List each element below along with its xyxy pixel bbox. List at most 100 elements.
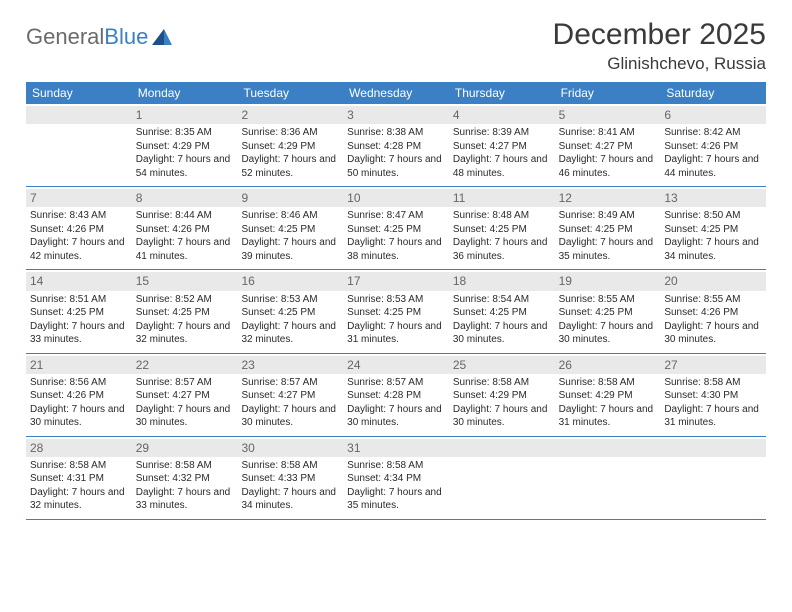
title-block: December 2025 Glinishchevo, Russia (553, 18, 766, 74)
day-cell: 9 Sunrise: 8:46 AMSunset: 4:25 PMDaylight… (237, 187, 343, 269)
day-cell: 23Sunrise: 8:57 AMSunset: 4:27 PMDayligh… (237, 354, 343, 436)
brand-name-b: Blue (104, 24, 148, 49)
day-details: Sunrise: 8:39 AMSunset: 4:27 PMDaylight:… (453, 126, 551, 180)
day-cell: 12 Sunrise: 8:49 AMSunset: 4:25 PMDayligh… (555, 187, 661, 269)
day-cell: 13 Sunrise: 8:50 AMSunset: 4:25 PMDayligh… (660, 187, 766, 269)
weekday-cell: Tuesday (237, 82, 343, 104)
day-cell: 4 Sunrise: 8:39 AMSunset: 4:27 PMDaylight… (449, 104, 555, 186)
location-subtitle: Glinishchevo, Russia (553, 54, 766, 74)
day-details: Sunrise: 8:52 AMSunset: 4:25 PMDaylight:… (136, 293, 234, 347)
weekday-cell: Thursday (449, 82, 555, 104)
day-details: Sunrise: 8:36 AMSunset: 4:29 PMDaylight:… (241, 126, 339, 180)
week-row: 7Sunrise: 8:43 AMSunset: 4:26 PMDaylight… (26, 187, 766, 270)
day-number: 4 (449, 106, 555, 124)
day-number-empty (26, 106, 132, 124)
day-number-empty (660, 439, 766, 457)
brand-triangle-icon (152, 29, 172, 45)
day-details: Sunrise: 8:42 AMSunset: 4:26 PMDaylight:… (664, 126, 762, 180)
day-number: 24 (343, 356, 449, 374)
calendar: SundayMondayTuesdayWednesdayThursdayFrid… (26, 82, 766, 520)
day-details: Sunrise: 8:41 AMSunset: 4:27 PMDaylight:… (559, 126, 657, 180)
day-details: Sunrise: 8:50 AMSunset: 4:25 PMDaylight:… (664, 209, 762, 263)
day-cell: 16Sunrise: 8:53 AMSunset: 4:25 PMDayligh… (237, 270, 343, 352)
day-details: Sunrise: 8:58 AMSunset: 4:32 PMDaylight:… (136, 459, 234, 513)
day-number: 23 (237, 356, 343, 374)
day-details: Sunrise: 8:54 AMSunset: 4:25 PMDaylight:… (453, 293, 551, 347)
day-cell: 5Sunrise: 8:41 AMSunset: 4:27 PMDaylight… (555, 104, 661, 186)
week-row: 14 Sunrise: 8:51 AMSunset: 4:25 PMDayligh… (26, 270, 766, 353)
day-number: 1 (132, 106, 238, 124)
day-number: 25 (449, 356, 555, 374)
day-number: 2 (237, 106, 343, 124)
day-details: Sunrise: 8:38 AMSunset: 4:28 PMDaylight:… (347, 126, 445, 180)
day-cell (449, 437, 555, 519)
day-details: Sunrise: 8:58 AMSunset: 4:33 PMDaylight:… (241, 459, 339, 513)
day-details: Sunrise: 8:57 AMSunset: 4:27 PMDaylight:… (136, 376, 234, 430)
weekday-cell: Wednesday (343, 82, 449, 104)
day-details: Sunrise: 8:44 AMSunset: 4:26 PMDaylight:… (136, 209, 234, 263)
week-row: 1 Sunrise: 8:35 AMSunset: 4:29 PMDaylight… (26, 104, 766, 187)
day-number: 8 (132, 189, 238, 207)
day-number: 12 (555, 189, 661, 207)
day-cell: 28Sunrise: 8:58 AMSunset: 4:31 PMDayligh… (26, 437, 132, 519)
day-details: Sunrise: 8:58 AMSunset: 4:29 PMDaylight:… (559, 376, 657, 430)
day-details: Sunrise: 8:57 AMSunset: 4:28 PMDaylight:… (347, 376, 445, 430)
brand-name: GeneralBlue (26, 24, 148, 50)
day-number: 29 (132, 439, 238, 457)
day-details: Sunrise: 8:53 AMSunset: 4:25 PMDaylight:… (241, 293, 339, 347)
day-details: Sunrise: 8:56 AMSunset: 4:26 PMDaylight:… (30, 376, 128, 430)
day-cell: 8 Sunrise: 8:44 AMSunset: 4:26 PMDaylight… (132, 187, 238, 269)
weekday-cell: Monday (132, 82, 238, 104)
day-cell: 27Sunrise: 8:58 AMSunset: 4:30 PMDayligh… (660, 354, 766, 436)
day-cell: 18Sunrise: 8:54 AMSunset: 4:25 PMDayligh… (449, 270, 555, 352)
day-details: Sunrise: 8:46 AMSunset: 4:25 PMDaylight:… (241, 209, 339, 263)
day-cell: 15Sunrise: 8:52 AMSunset: 4:25 PMDayligh… (132, 270, 238, 352)
day-details: Sunrise: 8:35 AMSunset: 4:29 PMDaylight:… (136, 126, 234, 180)
day-number: 22 (132, 356, 238, 374)
day-cell: 14 Sunrise: 8:51 AMSunset: 4:25 PMDayligh… (26, 270, 132, 352)
day-number: 14 (26, 272, 132, 290)
day-number: 11 (449, 189, 555, 207)
day-number: 9 (237, 189, 343, 207)
day-details: Sunrise: 8:49 AMSunset: 4:25 PMDaylight:… (559, 209, 657, 263)
day-details: Sunrise: 8:51 AMSunset: 4:25 PMDaylight:… (30, 293, 128, 347)
day-number: 6 (660, 106, 766, 124)
day-cell: 10Sunrise: 8:47 AMSunset: 4:25 PMDayligh… (343, 187, 449, 269)
day-number: 7 (26, 189, 132, 207)
week-row: 21 Sunrise: 8:56 AMSunset: 4:26 PMDayligh… (26, 354, 766, 437)
brand-name-a: General (26, 24, 104, 49)
header: GeneralBlue December 2025 Glinishchevo, … (26, 18, 766, 74)
day-cell: 17Sunrise: 8:53 AMSunset: 4:25 PMDayligh… (343, 270, 449, 352)
day-cell (555, 437, 661, 519)
day-details: Sunrise: 8:58 AMSunset: 4:31 PMDaylight:… (30, 459, 128, 513)
day-details: Sunrise: 8:48 AMSunset: 4:25 PMDaylight:… (453, 209, 551, 263)
day-cell: 19Sunrise: 8:55 AMSunset: 4:25 PMDayligh… (555, 270, 661, 352)
day-cell: 3Sunrise: 8:38 AMSunset: 4:28 PMDaylight… (343, 104, 449, 186)
weeks-container: 1 Sunrise: 8:35 AMSunset: 4:29 PMDaylight… (26, 104, 766, 520)
day-cell: 2 Sunrise: 8:36 AMSunset: 4:29 PMDaylight… (237, 104, 343, 186)
day-cell: 31Sunrise: 8:58 AMSunset: 4:34 PMDayligh… (343, 437, 449, 519)
day-number: 26 (555, 356, 661, 374)
day-number: 21 (26, 356, 132, 374)
day-details: Sunrise: 8:55 AMSunset: 4:26 PMDaylight:… (664, 293, 762, 347)
day-cell: 7Sunrise: 8:43 AMSunset: 4:26 PMDaylight… (26, 187, 132, 269)
day-cell: 6 Sunrise: 8:42 AMSunset: 4:26 PMDaylight… (660, 104, 766, 186)
day-number: 10 (343, 189, 449, 207)
day-number: 13 (660, 189, 766, 207)
week-row: 28Sunrise: 8:58 AMSunset: 4:31 PMDayligh… (26, 437, 766, 520)
day-details: Sunrise: 8:53 AMSunset: 4:25 PMDaylight:… (347, 293, 445, 347)
day-cell (660, 437, 766, 519)
day-number-empty (555, 439, 661, 457)
weekday-cell: Sunday (26, 82, 132, 104)
day-number: 30 (237, 439, 343, 457)
day-cell (26, 104, 132, 186)
day-details: Sunrise: 8:55 AMSunset: 4:25 PMDaylight:… (559, 293, 657, 347)
day-details: Sunrise: 8:58 AMSunset: 4:29 PMDaylight:… (453, 376, 551, 430)
day-number: 20 (660, 272, 766, 290)
day-number-empty (449, 439, 555, 457)
day-cell: 24 Sunrise: 8:57 AMSunset: 4:28 PMDayligh… (343, 354, 449, 436)
weekday-cell: Saturday (660, 82, 766, 104)
day-cell: 26 Sunrise: 8:58 AMSunset: 4:29 PMDayligh… (555, 354, 661, 436)
day-cell: 11 Sunrise: 8:48 AMSunset: 4:25 PMDayligh… (449, 187, 555, 269)
day-cell: 30 Sunrise: 8:58 AMSunset: 4:33 PMDayligh… (237, 437, 343, 519)
